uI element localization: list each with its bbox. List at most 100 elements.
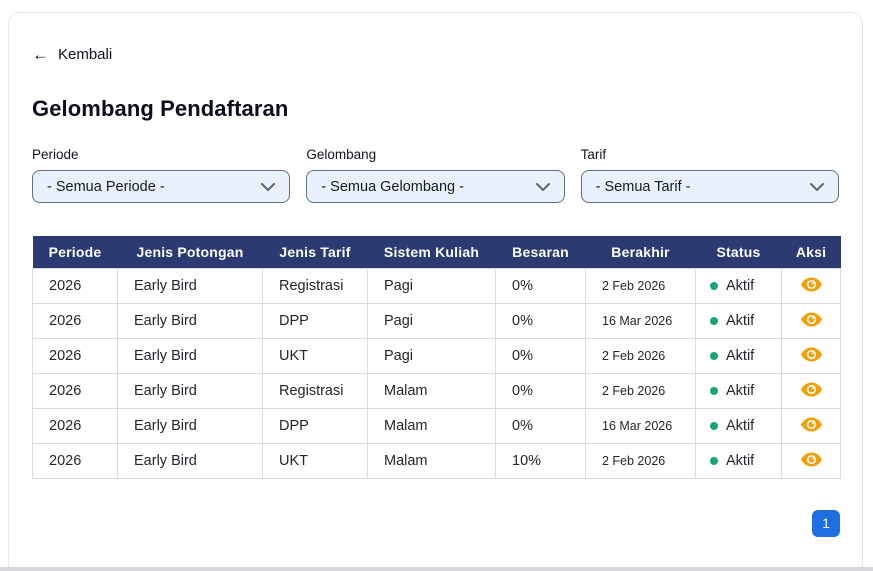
status-badge: Aktif — [710, 348, 754, 364]
cell-jenis-tarif: Registrasi — [262, 267, 368, 304]
status-label: Aktif — [726, 417, 755, 434]
cell-sistem-kuliah: Pagi — [367, 267, 496, 304]
cell-sistem-kuliah: Malam — [367, 407, 496, 444]
cell-besaran: 0% — [495, 267, 586, 304]
cell-status: Aktif — [695, 372, 782, 409]
cell-periode: 2026 — [32, 302, 118, 339]
col-berakhir: Berakhir — [585, 236, 696, 268]
chevron-down-icon — [809, 182, 824, 191]
status-label: Aktif — [726, 312, 755, 329]
cell-sistem-kuliah: Pagi — [367, 302, 496, 339]
cell-aksi — [781, 407, 841, 444]
cell-sistem-kuliah: Pagi — [367, 337, 496, 374]
cell-aksi — [781, 337, 841, 374]
cell-aksi — [781, 302, 841, 339]
status-badge: Aktif — [710, 418, 754, 434]
eye-icon — [800, 382, 822, 397]
cell-status: Aktif — [695, 407, 782, 444]
cell-jenis-potongan: Early Bird — [117, 302, 263, 339]
cell-besaran: 10% — [495, 442, 586, 479]
status-dot-icon — [710, 386, 718, 395]
cell-besaran: 0% — [495, 337, 586, 374]
cell-berakhir: 2 Feb 2026 — [585, 442, 696, 479]
cell-jenis-tarif: Registrasi — [262, 372, 368, 409]
status-dot-icon — [710, 456, 718, 465]
cell-jenis-potongan: Early Bird — [117, 267, 263, 304]
table-row: 2026 Early Bird UKT Pagi 0% 2 Feb 2026 A… — [32, 337, 841, 374]
status-label: Aktif — [726, 382, 755, 399]
eye-icon — [800, 452, 822, 467]
status-badge: Aktif — [710, 453, 754, 469]
filter-periode: Periode - Semua Periode - — [32, 147, 291, 203]
periode-select-value: - Semua Periode - — [47, 178, 165, 195]
cell-jenis-potongan: Early Bird — [117, 407, 263, 444]
view-button[interactable] — [799, 310, 824, 329]
filter-periode-label: Periode — [32, 147, 79, 162]
viewport-bottom-edge — [0, 567, 873, 571]
cell-besaran: 0% — [495, 372, 586, 409]
cell-berakhir: 16 Mar 2026 — [585, 302, 696, 339]
eye-icon — [800, 417, 822, 432]
eye-icon — [800, 277, 822, 292]
cell-aksi — [781, 442, 841, 479]
cell-status: Aktif — [695, 337, 782, 374]
cell-periode: 2026 — [32, 407, 118, 444]
cell-besaran: 0% — [495, 302, 586, 339]
cell-jenis-tarif: UKT — [262, 337, 368, 374]
status-badge: Aktif — [710, 278, 754, 294]
cell-jenis-tarif: DPP — [262, 302, 368, 339]
cell-aksi — [781, 267, 841, 304]
cell-jenis-tarif: UKT — [262, 442, 368, 479]
status-label: Aktif — [726, 347, 755, 364]
gelombang-select[interactable]: - Semua Gelombang - — [306, 170, 565, 203]
page-1-button[interactable]: 1 — [812, 509, 840, 537]
cell-periode: 2026 — [32, 442, 118, 479]
view-button[interactable] — [799, 415, 824, 434]
left-arrow-icon: ← — [32, 45, 49, 64]
cell-periode: 2026 — [32, 337, 118, 374]
back-button[interactable]: ← Kembali — [32, 46, 112, 63]
col-jenis-potongan: Jenis Potongan — [117, 236, 263, 268]
table-row: 2026 Early Bird Registrasi Malam 0% 2 Fe… — [32, 372, 841, 409]
table-row: 2026 Early Bird UKT Malam 10% 2 Feb 2026… — [32, 442, 841, 479]
col-status: Status — [695, 236, 782, 268]
cell-berakhir: 2 Feb 2026 — [585, 372, 696, 409]
status-label: Aktif — [726, 452, 755, 469]
cell-status: Aktif — [695, 267, 782, 304]
col-besaran: Besaran — [495, 236, 586, 268]
cell-besaran: 0% — [495, 407, 586, 444]
table-row: 2026 Early Bird DPP Pagi 0% 16 Mar 2026 … — [32, 302, 841, 339]
cell-jenis-potongan: Early Bird — [117, 372, 263, 409]
cell-berakhir: 2 Feb 2026 — [585, 267, 696, 304]
eye-icon — [800, 347, 822, 362]
filter-tarif: Tarif - Semua Tarif - — [580, 147, 839, 203]
cell-berakhir: 2 Feb 2026 — [585, 337, 696, 374]
chevron-down-icon — [535, 182, 550, 191]
status-label: Aktif — [726, 277, 755, 294]
cell-periode: 2026 — [32, 267, 118, 304]
cell-jenis-potongan: Early Bird — [117, 442, 263, 479]
tarif-select[interactable]: - Semua Tarif - — [580, 170, 839, 203]
content-card: ← Kembali Gelombang Pendaftaran Periode … — [8, 12, 863, 571]
filter-bar: Periode - Semua Periode - Gelombang - Se… — [32, 147, 839, 203]
cell-berakhir: 16 Mar 2026 — [585, 407, 696, 444]
tarif-select-value: - Semua Tarif - — [595, 178, 691, 195]
periode-select[interactable]: - Semua Periode - — [32, 170, 291, 203]
status-dot-icon — [710, 421, 718, 430]
table-row: 2026 Early Bird DPP Malam 0% 16 Mar 2026… — [32, 407, 841, 444]
cell-periode: 2026 — [32, 372, 118, 409]
col-sistem-kuliah: Sistem Kuliah — [367, 236, 496, 268]
view-button[interactable] — [799, 380, 824, 399]
table-header: Periode Jenis Potongan Jenis Tarif Siste… — [32, 236, 841, 268]
cell-jenis-tarif: DPP — [262, 407, 368, 444]
view-button[interactable] — [799, 450, 824, 469]
view-button[interactable] — [799, 275, 824, 294]
cell-status: Aktif — [695, 442, 782, 479]
status-badge: Aktif — [710, 383, 754, 399]
table-row: 2026 Early Bird Registrasi Pagi 0% 2 Feb… — [32, 267, 841, 304]
table-body: 2026 Early Bird Registrasi Pagi 0% 2 Feb… — [32, 267, 841, 479]
status-dot-icon — [710, 351, 718, 360]
view-button[interactable] — [799, 345, 824, 364]
col-periode: Periode — [32, 236, 118, 268]
status-badge: Aktif — [710, 313, 754, 329]
